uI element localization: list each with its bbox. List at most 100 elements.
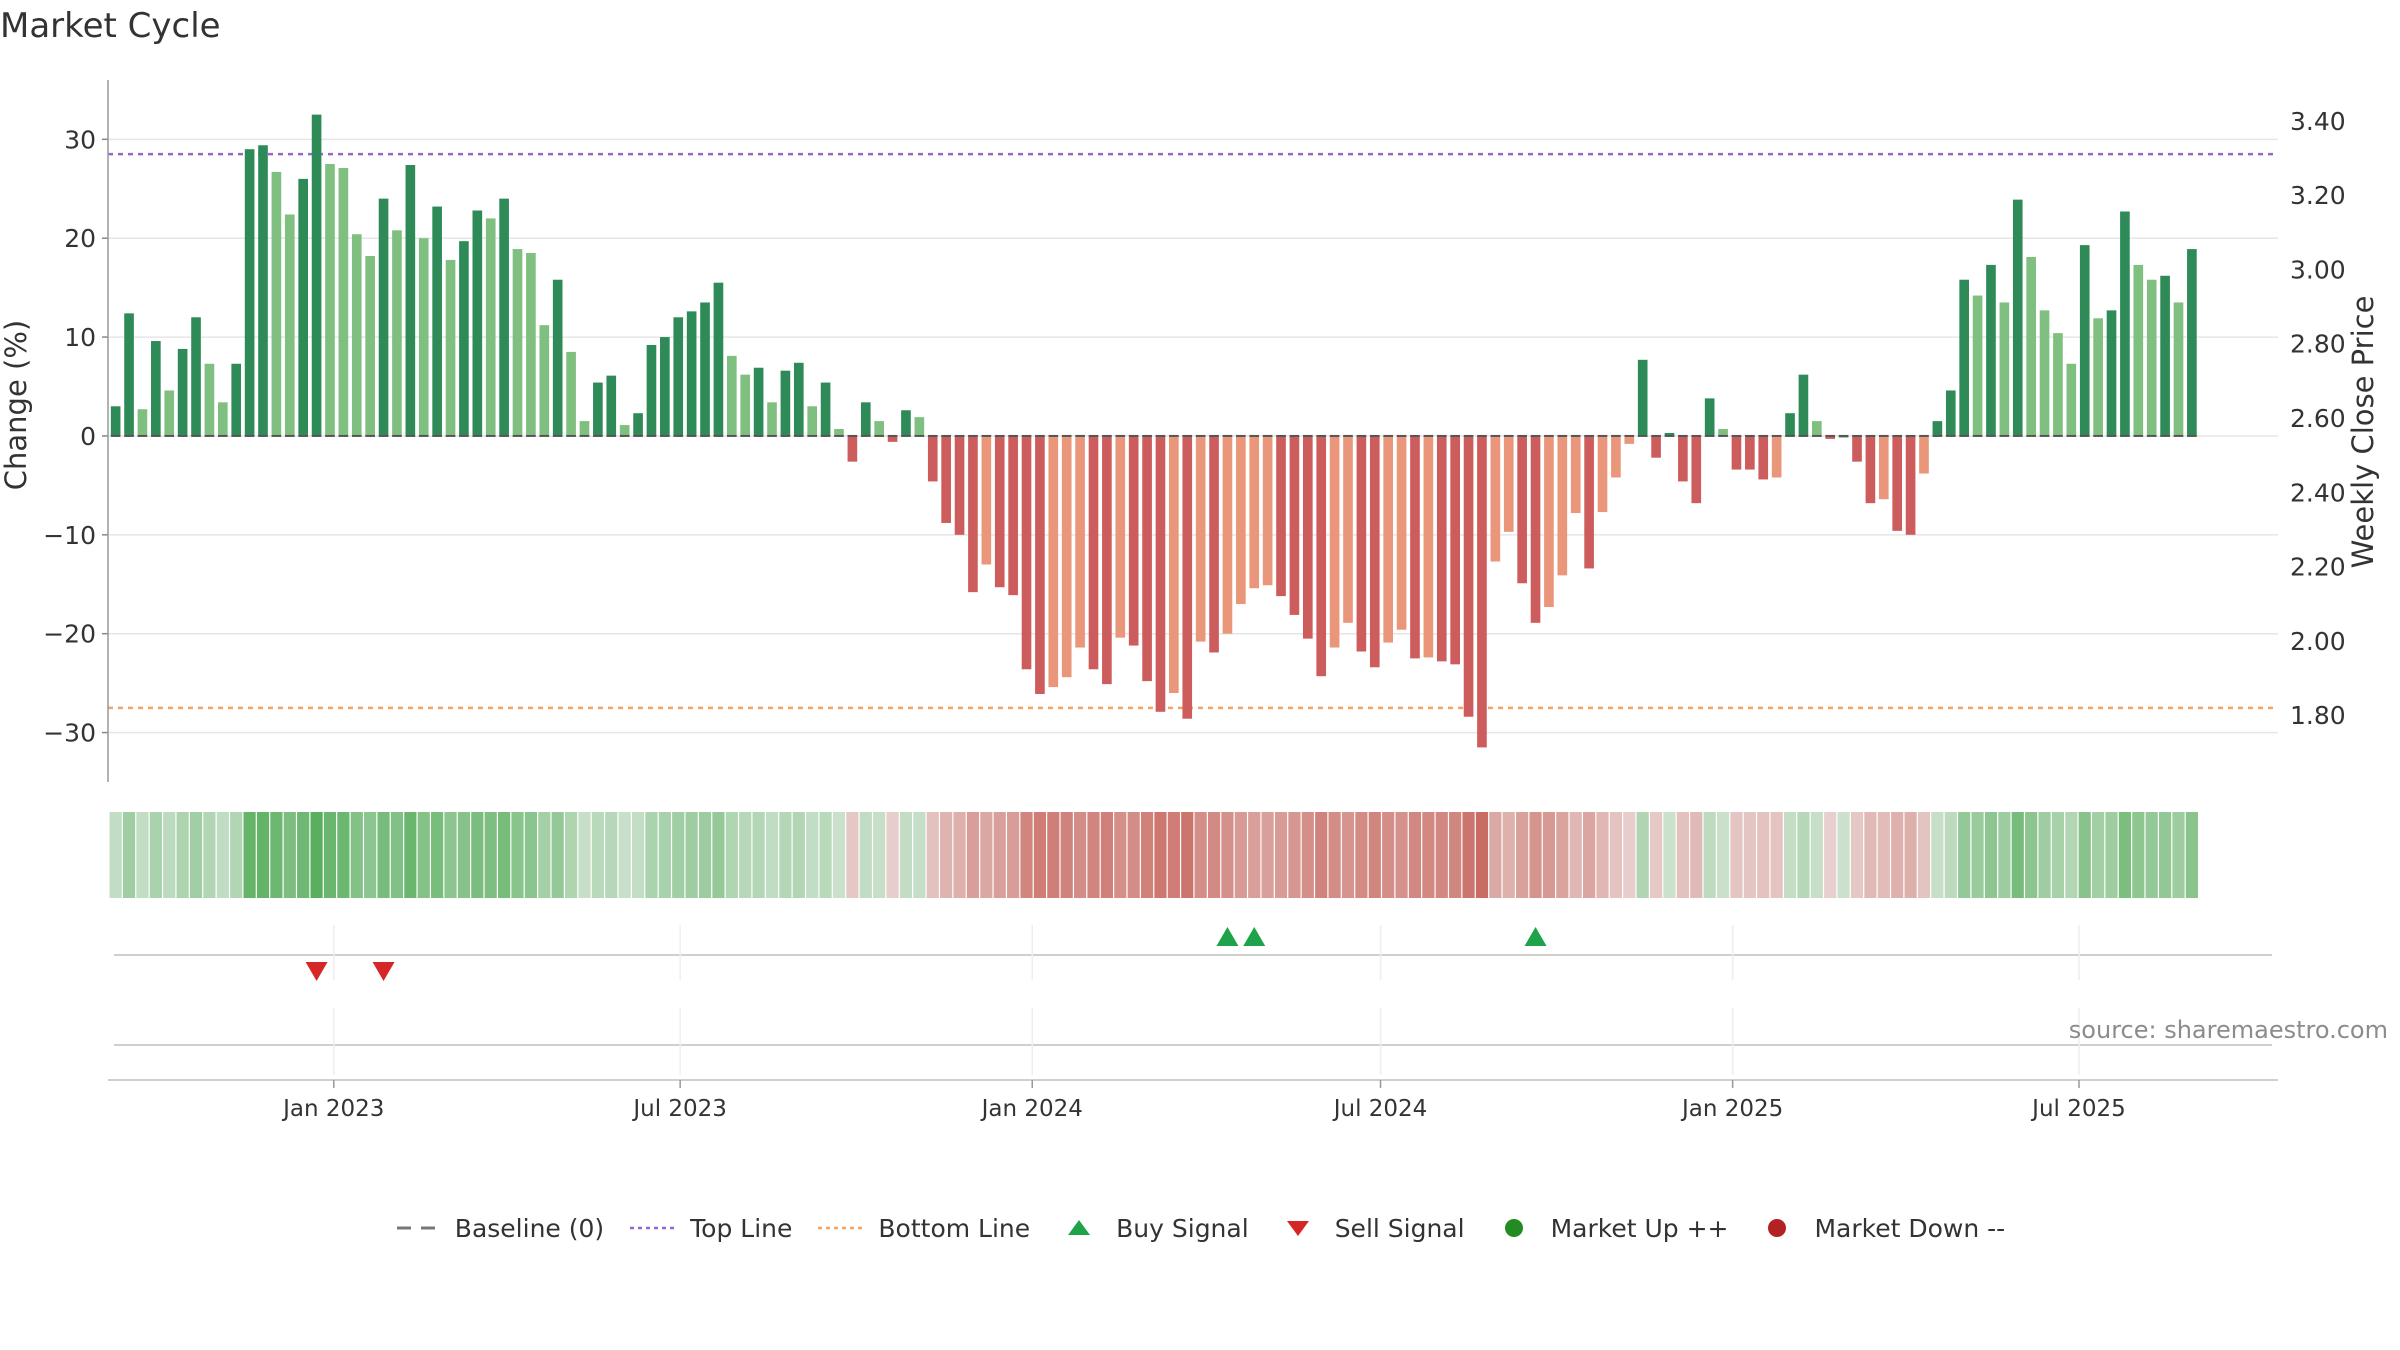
heat-cell xyxy=(1435,812,1448,898)
heat-cell xyxy=(323,812,337,898)
y2-tick-label: 3.40 xyxy=(2290,107,2346,136)
heat-cell xyxy=(1489,812,1502,898)
market-cycle-chart: 30 20 10 0 −10 −20 −30 3.40 3.20 3.00 2.80 2.60 2.40… xyxy=(0,80,2380,1122)
bar xyxy=(633,413,643,436)
heat-cell xyxy=(1382,812,1395,898)
bar xyxy=(325,164,335,436)
heat-cell xyxy=(1181,812,1194,898)
bar xyxy=(164,390,175,436)
heat-cell xyxy=(364,812,377,898)
bar xyxy=(539,325,550,436)
heat-cell xyxy=(578,812,591,898)
heat-cell xyxy=(953,812,966,898)
y2-tick-label: 3.20 xyxy=(2290,181,2346,210)
heat-cell xyxy=(1636,812,1649,898)
bar xyxy=(1490,435,1501,562)
heat-cell xyxy=(1837,812,1850,898)
bar xyxy=(2093,318,2103,436)
y-tick-label: −10 xyxy=(43,521,96,550)
heat-cell xyxy=(618,812,631,898)
heat-cell xyxy=(1154,812,1167,898)
heat-cell xyxy=(1609,812,1622,898)
y-tick-label: 0 xyxy=(80,422,96,451)
bar xyxy=(619,425,630,436)
legend-symbol xyxy=(1275,1218,1321,1238)
heat-cell xyxy=(1047,812,1060,898)
bar xyxy=(124,313,134,436)
bar xyxy=(914,417,925,436)
bar xyxy=(968,435,978,593)
bar xyxy=(1570,435,1581,514)
bar xyxy=(1115,435,1126,638)
bar xyxy=(1825,435,1836,439)
bar xyxy=(820,382,831,436)
bar xyxy=(1356,435,1367,652)
bar xyxy=(1678,435,1688,482)
bar xyxy=(177,348,188,436)
heat-cell xyxy=(511,812,524,898)
heat-cell xyxy=(1931,812,1944,898)
heat-cell xyxy=(886,812,899,898)
bar xyxy=(1102,435,1112,685)
heat-cell xyxy=(1020,812,1033,898)
bar xyxy=(767,402,777,436)
heat-cell xyxy=(899,812,913,898)
bar xyxy=(1128,435,1139,646)
heat-cell xyxy=(1917,812,1931,898)
heat-cell xyxy=(2011,812,2024,898)
buy-signal-marker xyxy=(1243,927,1266,946)
legend-label: Market Down -- xyxy=(1814,1213,2006,1243)
heat-cell xyxy=(1194,812,1207,898)
sell-signal-marker xyxy=(305,962,328,981)
heat-cell xyxy=(2132,812,2145,898)
legend-item-top: Top Line xyxy=(630,1214,792,1243)
heat-cell xyxy=(1529,812,1542,898)
heat-cell xyxy=(2172,812,2185,898)
bar xyxy=(1477,435,1487,748)
y-axis-label: Change (%) xyxy=(0,320,33,490)
heat-cell xyxy=(2078,812,2091,898)
heat-cell xyxy=(2025,812,2038,898)
heat-cell xyxy=(524,812,537,898)
heat-cell xyxy=(993,812,1006,898)
heat-cell xyxy=(417,812,430,898)
heat-cell xyxy=(1422,812,1435,898)
bar xyxy=(1945,390,1956,436)
bar xyxy=(1088,435,1099,670)
heat-cell xyxy=(1315,812,1328,898)
y2-tick-label: 2.00 xyxy=(2290,627,2346,656)
heat-cell xyxy=(832,812,846,898)
bar xyxy=(793,362,804,436)
bar xyxy=(1664,432,1675,436)
heat-cell xyxy=(256,812,270,898)
x-tick-label: Jan 2025 xyxy=(1680,1096,1783,1122)
signal-panel xyxy=(108,925,2278,1081)
legend-item-buy: Buy Signal xyxy=(1056,1214,1249,1243)
bar xyxy=(110,406,121,436)
heat-cell xyxy=(1663,812,1676,898)
heat-cell xyxy=(1864,812,1877,898)
bar xyxy=(2066,363,2077,436)
heat-cell xyxy=(203,812,216,898)
heat-cell xyxy=(1207,812,1221,898)
bar xyxy=(378,198,389,436)
bar xyxy=(298,178,309,436)
bar xyxy=(646,344,657,436)
heat-cell xyxy=(926,812,939,898)
bar xyxy=(1771,435,1782,478)
bar xyxy=(727,355,737,436)
heat-cell xyxy=(377,812,390,898)
heat-cell xyxy=(1234,812,1247,898)
bar xyxy=(392,230,402,436)
heat-cell xyxy=(216,812,229,898)
x-tick-label: Jul 2024 xyxy=(1332,1096,1428,1122)
bar xyxy=(1021,435,1032,670)
heat-cell xyxy=(1904,812,1917,898)
heat-cell xyxy=(1261,812,1274,898)
heat-cell xyxy=(283,812,296,898)
heat-cell xyxy=(1516,812,1529,898)
bar xyxy=(593,382,603,436)
bar xyxy=(1959,279,1969,436)
bar xyxy=(1169,435,1179,694)
heat-cell xyxy=(1649,812,1663,898)
